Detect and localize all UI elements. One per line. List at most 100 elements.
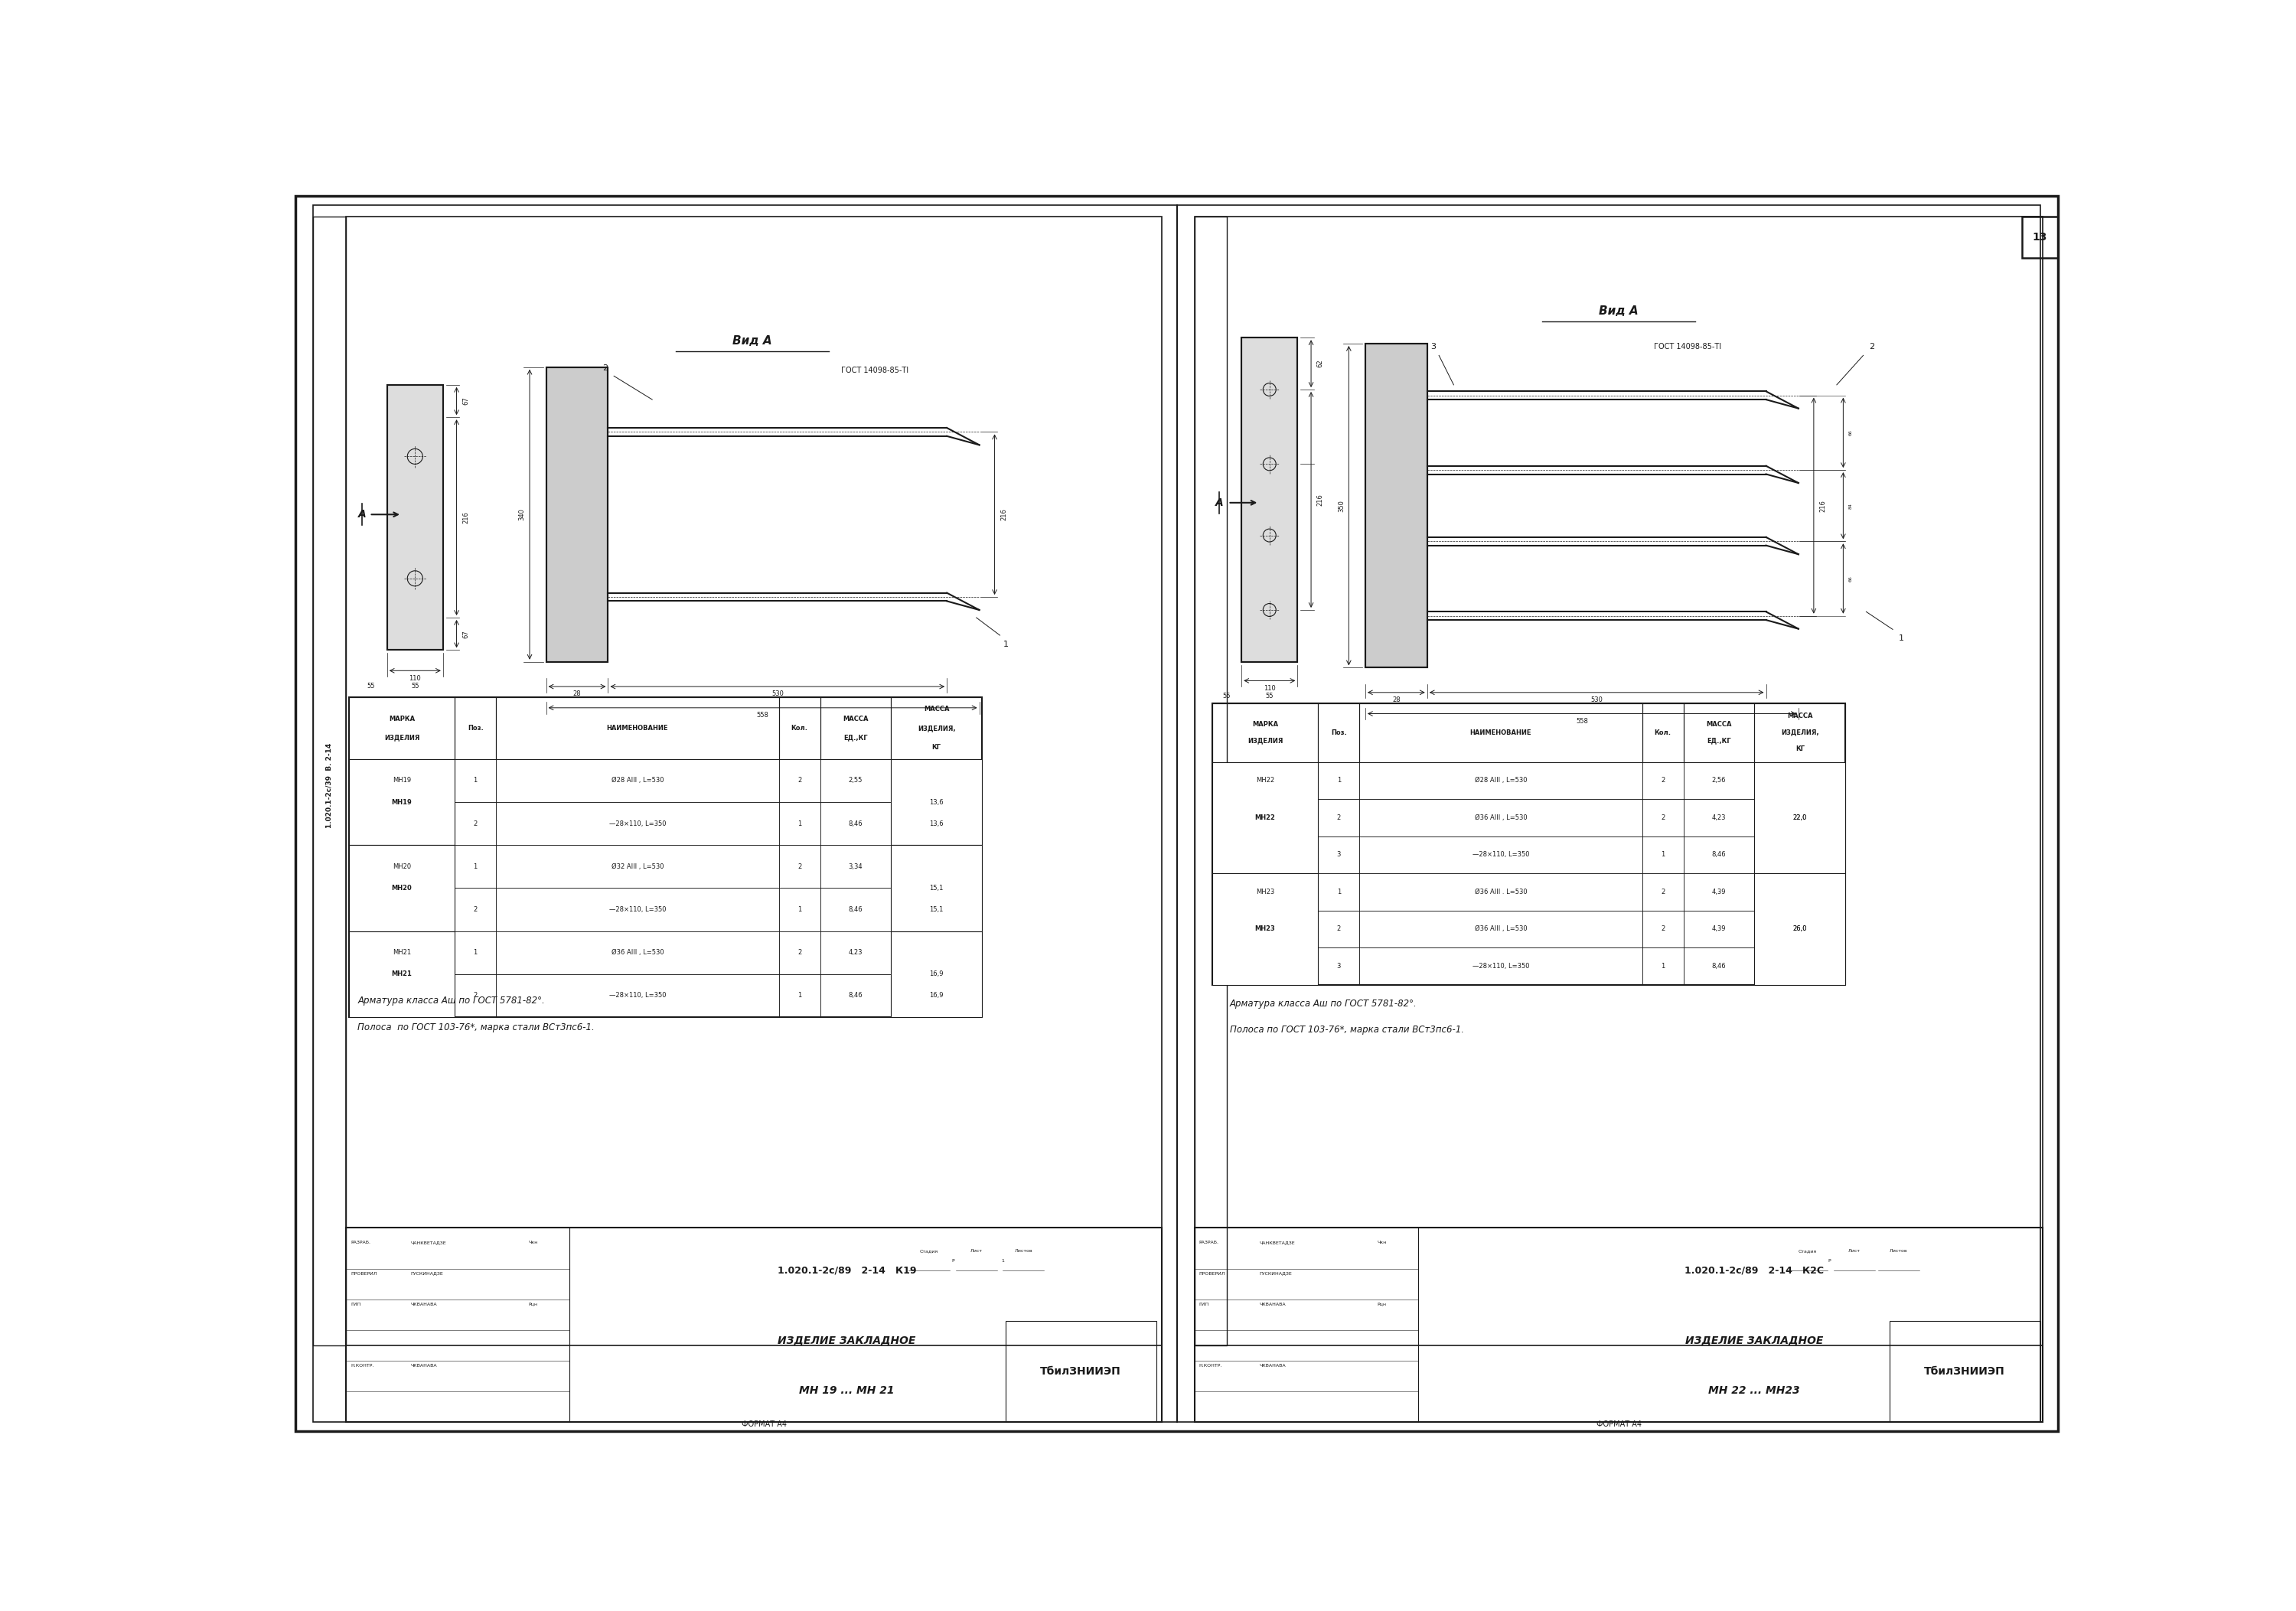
Bar — [1754, 873, 1846, 984]
Text: МН 19 ... МН 21: МН 19 ... МН 21 — [799, 1385, 895, 1397]
Bar — [1359, 762, 1642, 799]
Text: 4,39: 4,39 — [1713, 889, 1727, 896]
Text: 13: 13 — [2032, 232, 2048, 243]
Text: Ø36 АІІІ . L=530: Ø36 АІІІ . L=530 — [1474, 889, 1527, 896]
Text: —28×110, L=350: —28×110, L=350 — [608, 905, 666, 913]
Bar — [2023, 217, 2057, 258]
Bar — [1212, 947, 1318, 984]
Text: МН19: МН19 — [393, 777, 411, 785]
Bar — [455, 759, 496, 802]
Text: ГУСКИНАДЗЕ: ГУСКИНАДЗЕ — [1258, 1271, 1293, 1276]
Bar — [820, 975, 891, 1017]
Text: МАССА: МАССА — [843, 715, 868, 722]
Text: Стадия: Стадия — [921, 1249, 939, 1253]
Bar — [1359, 702, 1642, 762]
Bar — [1212, 799, 1318, 836]
Text: ИЗДЕЛИЯ,: ИЗДЕЛИЯ, — [918, 725, 955, 731]
Text: 4,23: 4,23 — [1713, 814, 1727, 822]
Text: ЧАНКВЕТАДЗЕ: ЧАНКВЕТАДЗЕ — [411, 1240, 445, 1245]
Text: НАИМЕНОВАНИЕ: НАИМЕНОВАНИЕ — [606, 725, 668, 731]
Text: 67: 67 — [461, 396, 468, 404]
Bar — [349, 931, 455, 1017]
Text: 558: 558 — [1575, 719, 1589, 725]
Bar — [1642, 910, 1683, 947]
Text: 2: 2 — [473, 992, 478, 999]
Text: 1.020.1-2c/89   2-14   К19: 1.020.1-2c/89 2-14 К19 — [778, 1265, 916, 1276]
Text: Н.КОНТР.: Н.КОНТР. — [1199, 1363, 1221, 1368]
Bar — [1754, 910, 1846, 947]
Text: 8,46: 8,46 — [850, 992, 863, 999]
Text: 2: 2 — [1660, 777, 1665, 785]
Text: 1: 1 — [1660, 851, 1665, 859]
Text: 1: 1 — [797, 905, 801, 913]
Bar — [1006, 1321, 1157, 1423]
Text: 530: 530 — [771, 691, 783, 698]
Text: ФОРМАТ А4: ФОРМАТ А4 — [742, 1421, 788, 1427]
Bar — [349, 698, 455, 759]
Text: ГИП: ГИП — [351, 1302, 360, 1307]
Bar — [1754, 702, 1846, 762]
Text: 530: 530 — [1591, 696, 1603, 704]
Text: ИЗДЕЛИЯ: ИЗДЕЛИЯ — [1247, 738, 1283, 744]
Bar — [1212, 762, 1318, 873]
Bar — [312, 217, 347, 1345]
Text: 558: 558 — [758, 712, 769, 719]
Text: Арматура класса Аш по ГОСТ 5781-82°.: Арматура класса Аш по ГОСТ 5781-82°. — [1231, 999, 1417, 1008]
Bar — [1194, 217, 1226, 1345]
Text: 1: 1 — [1003, 640, 1008, 648]
Bar — [1683, 799, 1754, 836]
Text: ЧКВАНАВА: ЧКВАНАВА — [411, 1302, 436, 1307]
Text: МН23: МН23 — [1256, 889, 1274, 896]
Text: 1: 1 — [797, 992, 801, 999]
Text: МН21: МН21 — [393, 971, 411, 978]
Text: 55: 55 — [1265, 693, 1274, 699]
Bar — [349, 802, 455, 846]
Text: 55: 55 — [367, 683, 374, 690]
Bar — [455, 931, 496, 975]
Bar — [1318, 799, 1359, 836]
Text: Вид А: Вид А — [1598, 306, 1639, 317]
Bar — [1642, 762, 1683, 799]
Text: 8,46: 8,46 — [1713, 963, 1727, 970]
Text: 2,55: 2,55 — [850, 777, 863, 785]
Text: Р: Р — [1828, 1258, 1830, 1263]
Bar — [1318, 947, 1359, 984]
Text: ГОСТ 14098-85-ТI: ГОСТ 14098-85-ТI — [1653, 343, 1722, 350]
Text: Лист: Лист — [971, 1249, 983, 1253]
Text: 22,0: 22,0 — [1793, 814, 1807, 822]
Text: МН 22 ... МН23: МН 22 ... МН23 — [1708, 1385, 1800, 1397]
Bar — [1366, 343, 1428, 667]
Text: 16,9: 16,9 — [930, 992, 944, 999]
Text: ГОСТ 14098-85-ТI: ГОСТ 14098-85-ТI — [840, 366, 909, 374]
Bar — [1242, 338, 1297, 662]
Text: Рцн: Рцн — [528, 1302, 537, 1307]
Bar — [1194, 1228, 2043, 1423]
Bar — [820, 888, 891, 931]
Text: РАЗРАБ.: РАЗРАБ. — [1199, 1240, 1219, 1245]
Text: 66: 66 — [1848, 575, 1853, 582]
Bar — [1212, 910, 1318, 947]
Text: 55: 55 — [1224, 693, 1231, 699]
Text: 2,56: 2,56 — [1713, 777, 1727, 785]
Text: МН23: МН23 — [1256, 926, 1274, 933]
Text: МН22: МН22 — [1256, 777, 1274, 785]
Bar — [891, 931, 983, 1017]
Text: 8,46: 8,46 — [850, 820, 863, 826]
Text: Полоса  по ГОСТ 103-76*, марка стали ВСт3пс6-1.: Полоса по ГОСТ 103-76*, марка стали ВСт3… — [358, 1023, 595, 1033]
Text: 2: 2 — [1660, 814, 1665, 822]
Text: 67: 67 — [461, 630, 468, 638]
Bar — [1318, 910, 1359, 947]
Bar — [891, 975, 983, 1017]
Text: 28: 28 — [574, 691, 581, 698]
Bar — [1318, 836, 1359, 873]
Text: 28: 28 — [1391, 696, 1401, 704]
Bar — [820, 846, 891, 888]
Text: 62: 62 — [1318, 359, 1325, 367]
Bar — [349, 698, 983, 1017]
Text: МАРКА: МАРКА — [1251, 720, 1279, 728]
Bar — [1642, 873, 1683, 910]
Text: ИЗДЕЛИЯ: ИЗДЕЛИЯ — [383, 735, 420, 741]
Bar — [349, 759, 455, 846]
Text: 2: 2 — [797, 863, 801, 870]
Text: 1.020.1-2c/89   2-14   К2С: 1.020.1-2c/89 2-14 К2С — [1685, 1265, 1823, 1276]
